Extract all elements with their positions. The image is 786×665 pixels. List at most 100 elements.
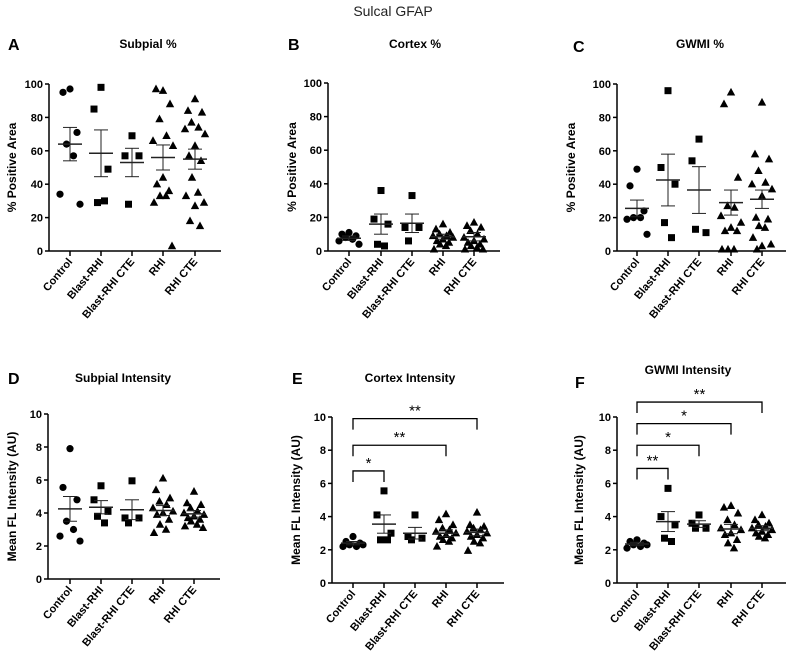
y-tick-label: 0 bbox=[316, 246, 322, 258]
data-point-square bbox=[671, 521, 679, 529]
data-point-circle bbox=[643, 541, 651, 549]
panel-letter: D bbox=[8, 371, 20, 388]
data-point-square bbox=[688, 157, 696, 165]
data-point-triangle bbox=[164, 515, 174, 523]
data-point-triangle bbox=[469, 217, 479, 226]
x-tick-label: RHI bbox=[430, 588, 451, 610]
data-point-triangle bbox=[763, 214, 773, 223]
x-tick-label: RHI CTE bbox=[445, 588, 482, 629]
data-point-square bbox=[125, 200, 132, 208]
data-point-square bbox=[664, 87, 672, 95]
data-point-triangle bbox=[161, 525, 171, 533]
significance-bracket bbox=[636, 422, 732, 435]
data-point-square bbox=[104, 165, 112, 173]
data-point-circle bbox=[56, 532, 64, 540]
data-point-triangle bbox=[723, 244, 733, 253]
x-tick-label: RHI CTE bbox=[730, 588, 767, 629]
data-point-square bbox=[664, 484, 672, 492]
data-point-triangle bbox=[198, 523, 208, 532]
data-point-triangle bbox=[187, 117, 196, 126]
data-point-triangle bbox=[752, 244, 762, 253]
data-point-triangle bbox=[186, 503, 195, 512]
y-tick-label: 4 bbox=[320, 512, 327, 524]
significance-bracket bbox=[636, 467, 669, 480]
data-point-triangle bbox=[428, 231, 438, 240]
y-tick-label: 20 bbox=[599, 213, 611, 225]
y-tick-label: 40 bbox=[310, 179, 322, 191]
y-tick-label: 100 bbox=[593, 79, 611, 91]
y-tick-label: 4 bbox=[36, 508, 43, 520]
data-point-square bbox=[101, 519, 108, 527]
data-point-circle bbox=[352, 542, 361, 551]
y-tick-label: 8 bbox=[36, 442, 42, 454]
data-point-triangle bbox=[465, 520, 475, 529]
data-point-square bbox=[405, 237, 412, 245]
data-point-circle bbox=[66, 85, 74, 93]
data-point-triangle bbox=[716, 523, 726, 532]
data-point-triangle bbox=[444, 537, 454, 545]
data-point-triangle bbox=[190, 94, 200, 103]
y-tick-label: 10 bbox=[599, 412, 611, 424]
y-tick-label: 0 bbox=[36, 574, 42, 586]
y-tick-label: 2 bbox=[320, 545, 326, 557]
data-point-square bbox=[661, 219, 668, 227]
data-point-circle bbox=[633, 536, 641, 544]
data-point-triangle bbox=[473, 229, 482, 238]
data-point-circle bbox=[59, 483, 67, 492]
data-point-square bbox=[377, 187, 385, 195]
data-point-triangle bbox=[199, 198, 209, 206]
panel-letter: F bbox=[575, 375, 585, 392]
data-point-triangle bbox=[757, 510, 767, 519]
data-point-square bbox=[90, 496, 98, 504]
y-axis-label: % Positive Area bbox=[285, 122, 299, 212]
data-point-square bbox=[695, 511, 703, 519]
significance-label: * bbox=[681, 408, 687, 425]
data-point-triangle bbox=[167, 241, 177, 250]
data-point-triangle bbox=[182, 498, 192, 507]
y-tick-label: 60 bbox=[599, 146, 611, 158]
x-tick-label: RHI bbox=[147, 256, 168, 278]
data-point-square bbox=[97, 83, 105, 91]
data-point-square bbox=[380, 487, 388, 495]
data-point-triangle bbox=[720, 530, 730, 539]
y-tick-label: 0 bbox=[605, 578, 611, 590]
data-point-triangle bbox=[767, 525, 777, 534]
data-point-triangle bbox=[155, 191, 165, 200]
x-tick-label: RHI CTE bbox=[163, 256, 200, 297]
data-point-triangle bbox=[162, 500, 171, 508]
data-point-circle bbox=[339, 542, 347, 551]
data-point-triangle bbox=[757, 97, 767, 106]
data-point-triangle bbox=[438, 219, 448, 228]
data-point-triangle bbox=[158, 86, 168, 94]
data-point-square bbox=[668, 234, 675, 242]
data-point-triangle bbox=[152, 179, 162, 188]
data-point-triangle bbox=[190, 201, 200, 210]
panel-letter: A bbox=[8, 37, 20, 54]
data-point-square bbox=[384, 536, 391, 544]
data-point-triangle bbox=[185, 216, 195, 225]
data-point-square bbox=[401, 223, 409, 231]
data-point-triangle bbox=[200, 129, 210, 138]
data-point-circle bbox=[73, 496, 81, 504]
data-point-triangle bbox=[460, 244, 470, 253]
data-point-triangle bbox=[438, 535, 448, 544]
data-point-circle bbox=[633, 165, 641, 173]
data-point-triangle bbox=[445, 525, 454, 534]
data-point-circle bbox=[69, 152, 78, 160]
y-tick-label: 8 bbox=[320, 445, 326, 457]
data-point-triangle bbox=[466, 241, 476, 250]
data-point-square bbox=[418, 534, 426, 542]
data-point-square bbox=[374, 240, 381, 248]
x-tick-label: RHI CTE bbox=[730, 256, 767, 297]
data-point-triangle bbox=[148, 136, 158, 144]
data-point-triangle bbox=[164, 186, 174, 195]
data-point-triangle bbox=[183, 106, 193, 114]
data-point-square bbox=[128, 132, 136, 140]
data-point-triangle bbox=[155, 520, 165, 528]
data-point-circle bbox=[629, 541, 638, 549]
y-tick-label: 0 bbox=[605, 246, 611, 258]
y-tick-label: 60 bbox=[310, 145, 322, 157]
panel-title: Cortex Intensity bbox=[365, 371, 456, 385]
data-point-circle bbox=[69, 525, 78, 534]
panel-e: E Cortex Intensity Mean FL Intensity (AU) 0… bbox=[289, 371, 504, 653]
